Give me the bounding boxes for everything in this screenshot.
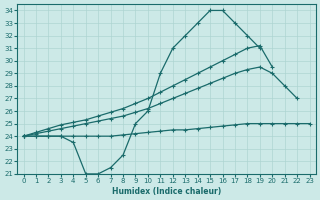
X-axis label: Humidex (Indice chaleur): Humidex (Indice chaleur): [112, 187, 221, 196]
